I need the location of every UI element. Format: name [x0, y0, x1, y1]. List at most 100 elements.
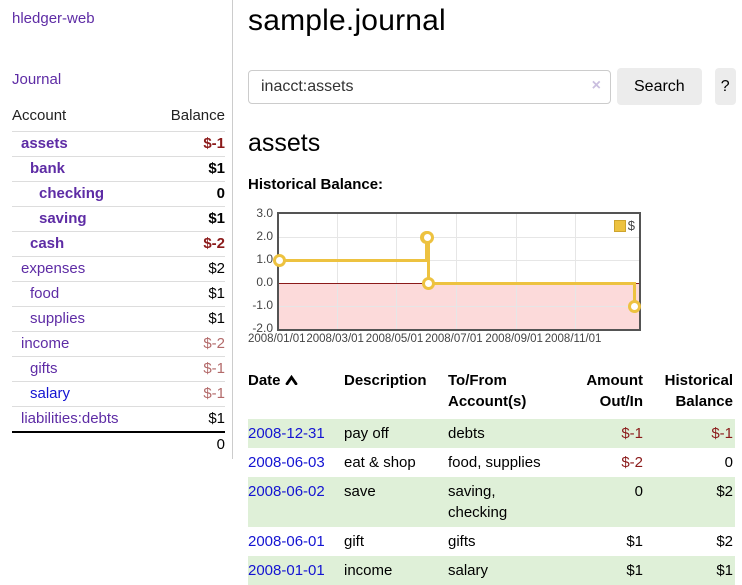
search-box: ×: [248, 69, 611, 104]
line-segment: [425, 235, 429, 262]
register-body: 2008-12-31 pay off debts $-1 $-1 2008-06-03 ea…: [248, 419, 735, 585]
y-axis-label: 2.0: [256, 229, 273, 243]
accounts-table: Account Balance assets $-1 bank $1 checking 0…: [12, 105, 225, 457]
account-row: salary $-1: [12, 381, 225, 406]
clear-search-icon[interactable]: ×: [591, 76, 601, 94]
transaction-accounts: gifts: [448, 533, 476, 550]
account-row: cash $-2: [12, 231, 225, 256]
account-row: gifts $-1: [12, 356, 225, 381]
account-balance: $-2: [203, 335, 225, 352]
legend-swatch: [613, 219, 626, 232]
account-heading: assets: [248, 129, 321, 157]
register-header-row: Date Description To/From Account(s) Amou…: [248, 368, 735, 419]
transaction-date-link[interactable]: 2008-06-03: [248, 454, 325, 471]
register-row: 2008-01-01 income salary $1 $1: [248, 556, 735, 585]
account-row: expenses $2: [12, 256, 225, 281]
account-row: saving $1: [12, 206, 225, 231]
transaction-balance: $2: [716, 533, 733, 550]
account-balance: $1: [208, 310, 225, 327]
sidebar-account-link[interactable]: assets: [21, 135, 68, 152]
chart-legend: $: [612, 217, 636, 234]
sidebar-account-link[interactable]: income: [21, 335, 70, 352]
account-row: bank $1: [12, 156, 225, 181]
register-row: 2008-06-02 save saving, checking 0 $2: [248, 477, 735, 527]
column-header-account: Account: [12, 107, 67, 124]
column-header-accounts: To/From Account(s): [448, 372, 527, 410]
sidebar-account-link[interactable]: gifts: [30, 360, 58, 377]
account-balance: $-1: [203, 385, 225, 402]
data-point-marker: [627, 299, 641, 313]
sidebar-account-link[interactable]: supplies: [30, 310, 86, 327]
transaction-accounts: saving, checking: [448, 483, 508, 521]
account-balance: $1: [208, 210, 225, 227]
line-segment: [632, 281, 636, 308]
register-row: 2008-06-03 eat & shop food, supplies $-2 0: [248, 448, 735, 477]
gridline: [279, 259, 639, 261]
y-axis-label: -2.0: [252, 321, 273, 335]
x-axis-label: 2008/09/01: [485, 333, 543, 345]
x-axis-label: 2008/01/01: [248, 333, 306, 345]
sidebar-account-link[interactable]: expenses: [21, 260, 86, 277]
data-point-marker: [421, 230, 435, 244]
column-header-date[interactable]: Date: [248, 368, 344, 419]
transaction-balance: $1: [716, 562, 733, 579]
column-header-description: Description: [344, 372, 427, 389]
transaction-date-link[interactable]: 2008-06-01: [248, 533, 325, 550]
account-row: liabilities:debts $1: [12, 406, 225, 431]
column-header-amount: Amount Out/In: [586, 372, 643, 410]
accounts-rows: assets $-1 bank $1 checking 0 saving $1 cash $-2 e…: [12, 131, 225, 431]
x-axis-label: 2008/05/01: [365, 333, 424, 345]
x-axis-label: 2008/03/01: [306, 333, 364, 345]
transaction-amount: $1: [626, 533, 643, 550]
account-row: supplies $1: [12, 306, 225, 331]
sidebar-account-link[interactable]: food: [30, 285, 60, 302]
account-balance: 0: [216, 185, 225, 202]
gridline: [515, 214, 517, 329]
transaction-date-link[interactable]: 2008-01-01: [248, 562, 325, 579]
transaction-amount: $-2: [621, 454, 643, 471]
sidebar-account-link[interactable]: saving: [39, 210, 87, 227]
search-input[interactable]: [248, 69, 611, 104]
sidebar-account-link[interactable]: liabilities:debts: [21, 410, 119, 427]
gridline: [336, 214, 338, 329]
data-point-marker: [422, 276, 436, 290]
transaction-date-link[interactable]: 2008-12-31: [248, 425, 325, 442]
transaction-balance: $2: [716, 483, 733, 500]
column-header-balance: Balance: [170, 107, 225, 124]
page-title: sample.journal: [248, 4, 446, 37]
register-table: Date Description To/From Account(s) Amou…: [248, 368, 735, 585]
transaction-description: income: [344, 562, 393, 579]
transaction-description: save: [344, 483, 376, 500]
account-row: food $1: [12, 281, 225, 306]
line-segment: [427, 235, 431, 285]
balance-chart: $ 3.0 2.0 1.0 0.0 -1.0 -2.0 2008/01/01 2008/03/…: [248, 206, 735, 348]
legend-label: $: [627, 218, 635, 233]
y-axis-label: 3.0: [256, 206, 273, 220]
sidebar-account-link[interactable]: checking: [39, 185, 105, 202]
sidebar-account-link[interactable]: salary: [30, 385, 71, 402]
sidebar-account-link[interactable]: cash: [30, 235, 65, 252]
accounts-grand-total: 0: [12, 431, 225, 457]
transaction-accounts: salary: [448, 562, 489, 579]
transaction-balance: $-1: [711, 425, 733, 442]
line-segment: [279, 258, 427, 262]
sidebar-item-journal[interactable]: Journal: [12, 71, 62, 88]
sidebar-account-link[interactable]: bank: [30, 160, 66, 177]
account-row: checking 0: [12, 181, 225, 206]
gridline: [279, 305, 639, 307]
accounts-table-header: Account Balance: [12, 105, 225, 131]
column-header-balance: Historical Balance: [664, 372, 733, 410]
brand-link[interactable]: hledger-web: [12, 10, 95, 27]
transaction-accounts: debts: [448, 425, 485, 442]
transaction-date-link[interactable]: 2008-06-02: [248, 483, 325, 500]
transaction-description: gift: [344, 533, 365, 550]
help-button[interactable]: ?: [714, 68, 736, 105]
sidebar: hledger-web Journal Account Balance asse…: [0, 0, 233, 459]
search-button[interactable]: Search: [617, 68, 702, 105]
y-axis-label: 1.0: [256, 252, 273, 266]
gridline: [396, 214, 398, 329]
account-row: income $-2: [12, 331, 225, 356]
gridline: [455, 214, 457, 329]
y-axis-label: 0.0: [256, 275, 273, 289]
account-balance: $1: [208, 160, 225, 177]
